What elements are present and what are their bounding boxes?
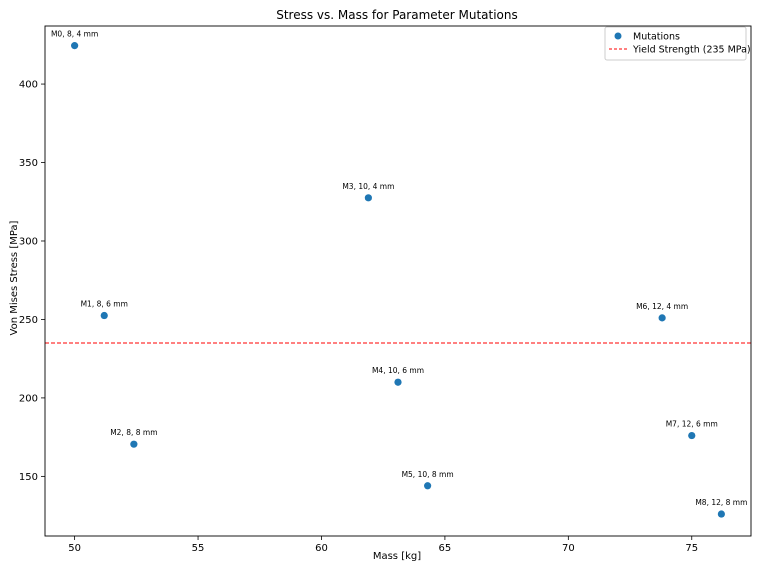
- legend-marker-mutations: [614, 32, 622, 40]
- data-point-label: M2, 8, 8 mm: [110, 428, 157, 437]
- data-point-label: M7, 12, 6 mm: [666, 420, 718, 429]
- x-tick-label: 70: [562, 543, 575, 554]
- data-point-label: M5, 10, 8 mm: [402, 470, 454, 479]
- legend-box: [604, 26, 747, 61]
- data-point: [717, 510, 725, 518]
- legend-label-yield: Yield Strength (235 MPa): [632, 45, 751, 56]
- data-point-label: M6, 12, 4 mm: [636, 302, 688, 311]
- legend-label-mutations: Mutations: [633, 32, 680, 43]
- y-tick-label: 200: [19, 393, 38, 404]
- data-point: [394, 378, 402, 386]
- y-tick-label: 350: [19, 158, 38, 169]
- y-axis-label: Von Mises Stress [MPa]: [9, 220, 20, 335]
- data-point: [130, 440, 138, 448]
- y-tick-label: 250: [19, 315, 38, 326]
- data-point: [688, 431, 696, 440]
- data-point-label: M3, 10, 4 mm: [342, 182, 394, 191]
- data-point: [424, 482, 432, 490]
- x-tick-label: 55: [192, 543, 205, 554]
- data-point-label: M4, 10, 6 mm: [372, 366, 424, 375]
- x-axis-label: Mass [kg]: [373, 551, 421, 562]
- data-point-label: M1, 8, 6 mm: [81, 300, 128, 309]
- x-tick-label: 75: [685, 543, 698, 554]
- x-tick-label: 50: [68, 543, 81, 554]
- plot-frame: [44, 25, 752, 537]
- data-point: [71, 42, 79, 50]
- chart-title: Stress vs. Mass for Parameter Mutations: [276, 8, 518, 22]
- data-point-label: M8, 12, 8 mm: [695, 498, 747, 507]
- legend: Mutations Yield Strength (235 MPa): [604, 26, 751, 61]
- data-point: [100, 311, 108, 320]
- data-point: [658, 314, 666, 322]
- y-tick-label: 300: [19, 236, 38, 247]
- x-tick-label: 60: [315, 543, 328, 554]
- y-tick-label: 150: [19, 472, 38, 483]
- data-point: [364, 194, 372, 202]
- y-tick-label: 400: [19, 80, 38, 91]
- x-tick-label: 65: [439, 543, 452, 554]
- data-point-label: M0, 8, 4 mm: [51, 30, 98, 39]
